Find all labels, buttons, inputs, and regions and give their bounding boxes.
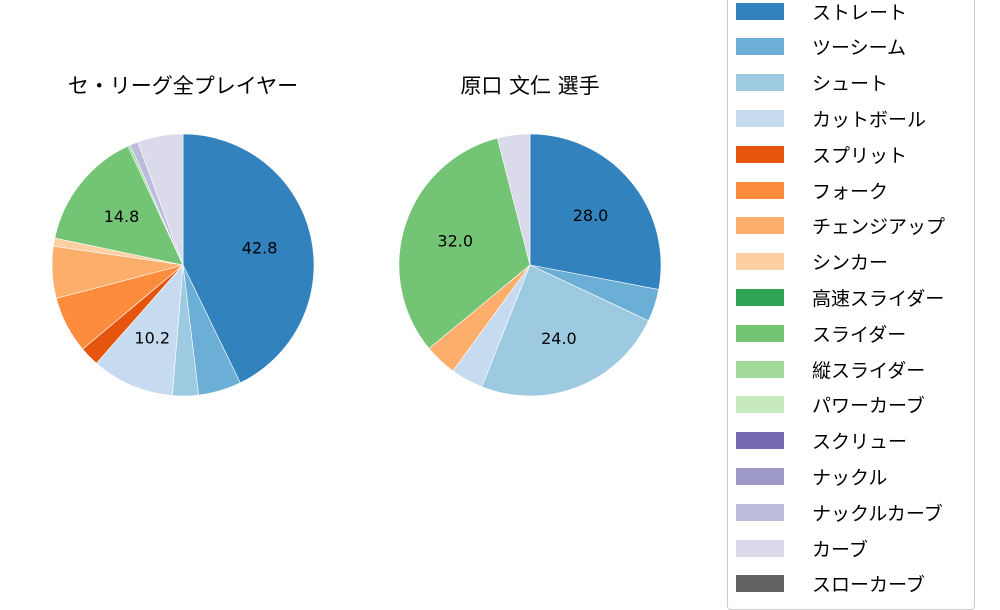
legend: ストレートツーシームシュートカットボール スプリットフォークチェンジアップ シンカー… (727, 0, 975, 610)
legend-swatch (736, 360, 784, 378)
legend-label: パワーカーブ (812, 395, 925, 418)
legend-swatch (736, 217, 784, 235)
legend-label: スクリュー (812, 431, 908, 454)
slice-value-label: 10.2 (134, 328, 170, 347)
legend-item: スクリュー (736, 429, 907, 453)
legend-label: 縦スライダー (812, 359, 926, 382)
pie-slice (182, 133, 315, 384)
slice-value-label: 42.8 (242, 238, 278, 257)
pie-slice (95, 264, 184, 396)
pie-slice (137, 133, 184, 266)
legend-label: ナックル (812, 466, 888, 489)
legend-item: シュート (736, 71, 888, 95)
legend-swatch (736, 503, 784, 521)
legend-swatch (736, 396, 784, 414)
pie-slice (398, 137, 531, 349)
legend-item: スプリット (736, 142, 908, 167)
legend-item: 縦スライダー (736, 357, 926, 382)
legend-swatch (736, 288, 784, 306)
legend-label: カーブ (812, 538, 868, 561)
legend-swatch (736, 539, 784, 557)
pie-slice (54, 145, 184, 266)
legend-item: スライダー (736, 321, 907, 346)
legend-label: ナックルカーブ (812, 502, 943, 525)
legend-item: 高速スライダー (736, 285, 945, 310)
legend-label: シンカー (812, 252, 889, 275)
legend-label: 高速スライダー (812, 287, 945, 310)
pie-chart-league: 42.8 10.2 14.8 (51, 133, 315, 397)
legend-label: チェンジアップ (812, 216, 946, 239)
legend-label: シュート (812, 73, 889, 96)
legend-item: パワーカーブ (736, 393, 925, 417)
legend-item: カットボール (736, 106, 927, 131)
legend-swatch (736, 467, 784, 485)
pie-slice (481, 264, 649, 397)
slice-value-label: 32.0 (437, 232, 473, 251)
legend-swatch (736, 324, 784, 342)
right-chart-title: 原口 文仁 選手 (460, 74, 600, 98)
legend-label: ツーシーム (812, 37, 907, 60)
legend-item: カーブ (736, 536, 868, 561)
left-chart-title: セ・リーグ全プレイヤー (67, 74, 299, 98)
pie-chart-player: 28.0 24.0 32.0 (398, 133, 662, 397)
legend-swatch (736, 145, 784, 163)
legend-item: ストレート (736, 0, 908, 24)
legend-item: スローカーブ (736, 572, 925, 596)
slice-value-label: 24.0 (541, 329, 577, 348)
legend-swatch (736, 253, 784, 271)
legend-item: シンカー (736, 250, 888, 274)
legend-item: ナックル (736, 464, 888, 489)
legend-swatch (736, 432, 784, 450)
legend-label: カットボール (812, 108, 927, 131)
pie-slice (529, 133, 662, 290)
legend-label: スプリット (812, 144, 908, 167)
legend-swatch (736, 74, 784, 92)
legend-item: フォーク (736, 178, 889, 203)
legend-swatch (736, 2, 784, 20)
legend-swatch (736, 109, 784, 127)
slice-value-label: 28.0 (573, 206, 609, 225)
legend-swatch (736, 38, 784, 56)
legend-item: ツーシーム (736, 35, 906, 59)
legend-swatch (736, 181, 784, 199)
legend-swatch (736, 575, 784, 593)
legend-label: スローカーブ (812, 574, 925, 597)
legend-item: チェンジアップ (736, 214, 945, 238)
legend-label: ストレート (812, 1, 908, 24)
pie-slice (497, 133, 531, 266)
slice-value-label: 14.8 (104, 207, 140, 226)
legend-label: フォーク (812, 180, 889, 203)
legend-label: スライダー (812, 323, 907, 346)
legend-item: ナックルカーブ (736, 500, 943, 525)
